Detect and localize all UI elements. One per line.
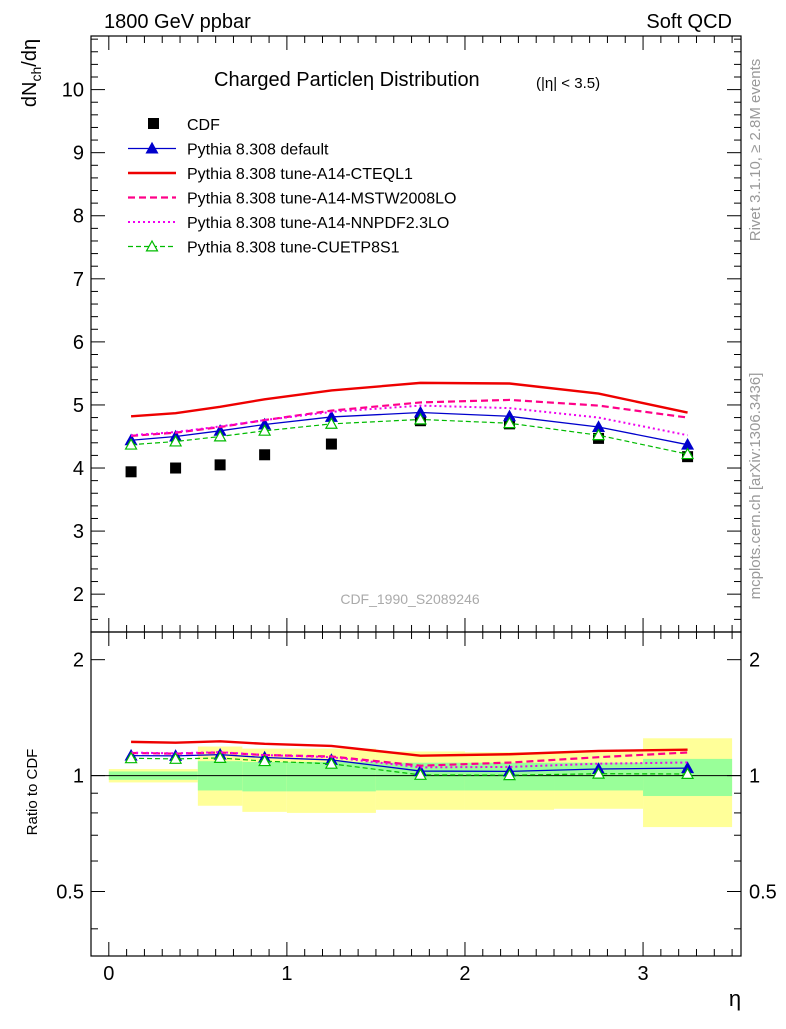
- y-tick-label-ratio: 1: [73, 766, 84, 788]
- y-tick-label-main: 8: [73, 206, 84, 228]
- ylabel-base: dN: [19, 82, 41, 108]
- title-cut-text: (|η| < 3.5): [536, 75, 600, 92]
- series-line-main: [130, 404, 688, 437]
- ylabel-sub: ch: [28, 67, 44, 82]
- legend-label: Pythia 8.308 default: [187, 142, 329, 159]
- ratio-frame: [90, 631, 742, 957]
- y-tick-label-ratio: 2: [73, 650, 84, 672]
- uncertainty-bands: [108, 738, 733, 828]
- y-tick-label-main: 2: [73, 584, 84, 606]
- data-point: [259, 449, 271, 461]
- band-green: [242, 761, 287, 792]
- axes: 0 1 2 3 2 3 4 5 6 7 8 9 10 0.5 0.5 1 1 2 2: [56, 35, 777, 985]
- data-point: [214, 459, 226, 471]
- series-marker: [258, 424, 272, 436]
- series-marker: [169, 434, 183, 447]
- series-marker: [681, 447, 695, 460]
- x-tick-label: 1: [281, 963, 292, 985]
- series-line-main: [131, 418, 688, 455]
- y-tick-label-main: 5: [73, 395, 84, 417]
- series-line-ratio: [131, 740, 688, 757]
- y-tick-label-main: 7: [73, 269, 84, 291]
- legend-marker: [145, 141, 159, 154]
- series-marker: [592, 428, 606, 441]
- x-tick-label: 2: [459, 963, 470, 985]
- data-point: [125, 466, 137, 478]
- legend-label: Pythia 8.308 tune-CUETP8S1: [187, 240, 400, 257]
- title-text: Charged Particleη Distribution: [214, 69, 480, 91]
- legend-label: CDF: [187, 117, 220, 134]
- series-marker: [213, 429, 227, 442]
- y-tick-label-ratio-right: 1: [749, 766, 760, 788]
- ylabel-tail: /dη: [19, 39, 41, 67]
- series-marker: [169, 752, 183, 764]
- series-marker: [124, 437, 138, 450]
- series-marker: [413, 768, 427, 780]
- data-point: [170, 462, 182, 474]
- y-tick-label-ratio-right: 0.5: [749, 882, 777, 904]
- beam-label: 1800 GeV ppbar: [104, 11, 251, 33]
- series-marker: [502, 768, 517, 781]
- series-layer: [124, 381, 695, 781]
- legend: CDF Pythia 8.308 default Pythia 8.308 tune…: [128, 117, 456, 257]
- rivet-label: Rivet 3.1.10, ≥ 2.8M events: [747, 59, 764, 242]
- y-tick-label-main: 6: [73, 332, 84, 354]
- y-tick-label-ratio: 0.5: [56, 882, 84, 904]
- legend-marker-data: [148, 118, 159, 129]
- series-marker: [324, 757, 338, 769]
- y-tick-label-main: 10: [62, 80, 84, 102]
- series-line-main: [130, 381, 688, 418]
- series-marker: [413, 412, 427, 425]
- legend-label: Pythia 8.308 tune-A14-MSTW2008LO: [187, 191, 456, 208]
- series-marker: [213, 751, 227, 763]
- y-axis-label-main: dNch/dη: [19, 39, 44, 107]
- y-axis-label-ratio: Ratio to CDF: [24, 749, 41, 836]
- series-marker: [502, 416, 517, 429]
- x-tick-label: 3: [637, 963, 648, 985]
- process-label: Soft QCD: [646, 11, 732, 33]
- legend-marker: [145, 239, 159, 252]
- y-tick-label-main: 4: [73, 458, 84, 480]
- svg-text:dNch/dη: dNch/dη: [19, 39, 44, 107]
- legend-label: Pythia 8.308 tune-A14-NNPDF2.3LO: [187, 215, 449, 232]
- analysis-label: CDF_1990_S2089246: [340, 591, 480, 607]
- x-tick-label: 0: [103, 963, 114, 985]
- y-tick-label-ratio-right: 2: [749, 650, 760, 672]
- series-line-main: [130, 398, 688, 437]
- series-marker: [258, 754, 272, 767]
- series-marker: [681, 767, 695, 779]
- x-axis-label: η: [729, 986, 741, 1011]
- legend-label: Pythia 8.308 tune-A14-CTEQL1: [187, 166, 413, 183]
- y-tick-label-main: 3: [73, 521, 84, 543]
- mcplots-label: mcplots.cern.ch [arXiv:1306.3436]: [747, 373, 764, 600]
- series-marker: [124, 751, 138, 764]
- series-marker: [592, 766, 606, 779]
- y-tick-label-main: 9: [73, 143, 84, 165]
- main-title: Charged Particleη Distribution (|η| < 3.…: [214, 69, 600, 92]
- series-marker: [324, 417, 338, 429]
- data-point: [325, 438, 337, 450]
